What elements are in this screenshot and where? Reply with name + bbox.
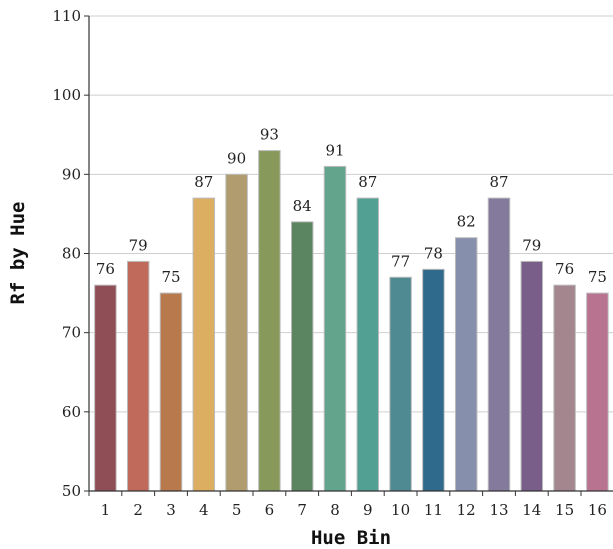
x-tick-label-12: 12	[457, 501, 476, 519]
data-label-14: 79	[522, 236, 541, 254]
x-tick-label-1: 1	[101, 501, 111, 519]
x-axis-title: Hue Bin	[311, 527, 391, 549]
bar-5	[225, 173, 248, 492]
x-tick-label-4: 4	[199, 501, 209, 519]
x-tick-label-15: 15	[555, 501, 574, 519]
bar-3	[159, 292, 183, 492]
y-tick-label: 110	[52, 7, 81, 25]
x-tick-label-5: 5	[232, 501, 242, 519]
x-tick-label-3: 3	[166, 501, 176, 519]
data-label-3: 75	[161, 268, 180, 286]
x-tick-label-2: 2	[133, 501, 143, 519]
y-tick-label: 100	[52, 86, 81, 104]
x-tick-label-11: 11	[424, 501, 443, 519]
bar-9	[356, 197, 380, 492]
data-label-12: 82	[457, 213, 476, 231]
data-label-11: 78	[424, 244, 443, 262]
data-label-15: 76	[555, 260, 574, 278]
data-label-13: 87	[489, 173, 508, 191]
data-label-4: 87	[194, 173, 213, 191]
data-label-7: 84	[293, 197, 312, 215]
x-tick-label-9: 9	[363, 501, 373, 519]
bar-7	[290, 221, 314, 492]
y-tick-label: 60	[62, 403, 81, 421]
bar-2	[126, 260, 150, 492]
x-tick-label-6: 6	[265, 501, 275, 519]
data-label-5: 90	[227, 149, 246, 167]
x-tick-label-7: 7	[297, 501, 307, 519]
data-label-8: 91	[325, 141, 344, 159]
y-tick-label: 70	[62, 324, 81, 342]
bar-4	[192, 197, 216, 492]
bar-8	[323, 165, 347, 492]
bars	[94, 150, 609, 492]
data-label-10: 77	[391, 252, 410, 270]
data-label-2: 79	[129, 236, 148, 254]
bar-11	[422, 268, 445, 492]
bar-16	[586, 292, 609, 492]
data-labels: 76 79 75 87 90 93 84 91 87 77 78 82 87 79 76 75	[96, 126, 607, 287]
y-axis-title: Rf by Hue	[7, 202, 29, 305]
x-tick-label-13: 13	[489, 501, 508, 519]
bar-10	[389, 276, 412, 492]
x-tick-label-14: 14	[522, 501, 541, 519]
bar-6	[258, 150, 281, 492]
bar-13	[487, 197, 511, 492]
data-label-16: 75	[588, 268, 607, 286]
data-label-9: 87	[358, 173, 377, 191]
data-label-1: 76	[96, 260, 115, 278]
y-tick-label: 90	[62, 165, 81, 183]
data-label-6: 93	[260, 126, 279, 144]
x-tick-label-10: 10	[391, 501, 410, 519]
bar-15	[553, 284, 576, 492]
bar-14	[520, 260, 544, 492]
x-tick-label-8: 8	[330, 501, 340, 519]
y-tick-label: 80	[62, 245, 81, 263]
y-tick-label: 50	[62, 482, 81, 500]
bar-12	[454, 237, 478, 492]
bar-1	[94, 284, 117, 492]
x-tick-label-16: 16	[588, 501, 607, 519]
